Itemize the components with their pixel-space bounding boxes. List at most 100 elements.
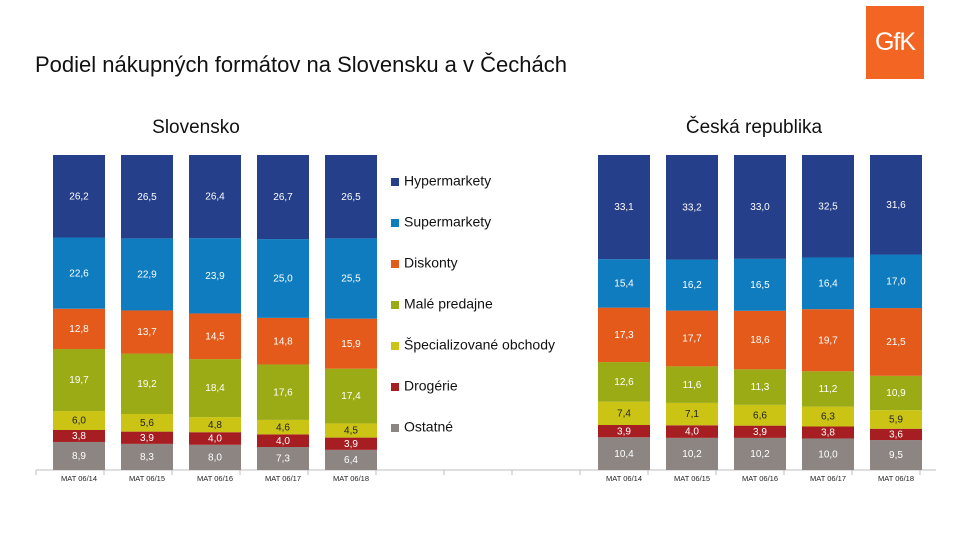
x-tick-label: MAT 06/17 bbox=[810, 474, 846, 483]
bar-segment-slovensko-specializovane-obchody bbox=[53, 411, 105, 430]
x-tick-label: MAT 06/18 bbox=[878, 474, 914, 483]
x-tick-label: MAT 06/17 bbox=[265, 474, 301, 483]
bar-segment-ceska-republika-drogerie bbox=[870, 428, 922, 441]
bar-segment-ceska-republika-male-predajne bbox=[598, 362, 650, 402]
data-label: 12,8 bbox=[69, 324, 89, 335]
x-tick-label: MAT 06/18 bbox=[333, 474, 369, 483]
bar-segment-ceska-republika-diskonty bbox=[734, 310, 786, 370]
data-label: 10,2 bbox=[682, 449, 702, 460]
bar-segment-ceska-republika-specializovane-obchody bbox=[802, 406, 854, 427]
data-label: 7,4 bbox=[617, 408, 631, 419]
data-label: 33,2 bbox=[682, 202, 702, 213]
bar-segment-ceska-republika-ostatne bbox=[666, 437, 718, 470]
data-label: 11,6 bbox=[683, 380, 702, 391]
bar-segment-slovensko-hypermarkety bbox=[121, 155, 173, 239]
data-label: 8,0 bbox=[208, 453, 222, 464]
legend-label-hypermarkety: Hypermarkety bbox=[404, 173, 491, 189]
data-label: 13,7 bbox=[137, 327, 157, 338]
bar-segment-ceska-republika-male-predajne bbox=[802, 371, 854, 407]
bar-segment-slovensko-drogerie bbox=[257, 434, 309, 448]
bar-segment-slovensko-supermarkety bbox=[189, 238, 241, 314]
data-label: 3,9 bbox=[140, 433, 154, 444]
legend-swatch-supermarkety bbox=[391, 219, 399, 227]
x-tick-label: MAT 06/15 bbox=[129, 474, 165, 483]
data-label: 11,2 bbox=[819, 384, 838, 395]
panel-title-ceska-republika: Česká republika bbox=[686, 116, 823, 138]
bar-segment-slovensko-specializovane-obchody bbox=[325, 423, 377, 438]
data-label: 6,4 bbox=[344, 455, 358, 466]
bar-segment-slovensko-diskonty bbox=[121, 310, 173, 354]
bar-segment-ceska-republika-ostatne bbox=[598, 437, 650, 470]
bar-segment-slovensko-male-predajne bbox=[189, 359, 241, 418]
data-label: 22,9 bbox=[137, 270, 157, 281]
data-label: 5,9 bbox=[889, 415, 903, 426]
data-label: 10,9 bbox=[886, 388, 906, 399]
bar-segment-slovensko-ostatne bbox=[257, 447, 309, 470]
data-label: 18,6 bbox=[750, 335, 770, 346]
bar-segment-slovensko-hypermarkety bbox=[53, 155, 105, 238]
bar-segment-ceska-republika-male-predajne bbox=[734, 369, 786, 405]
data-label: 23,9 bbox=[205, 271, 225, 282]
bar-segment-slovensko-supermarkety bbox=[325, 238, 377, 319]
bar-segment-ceska-republika-specializovane-obchody bbox=[870, 410, 922, 429]
data-label: 3,9 bbox=[344, 439, 358, 450]
legend-swatch-ostatne bbox=[391, 424, 399, 432]
bar-segment-slovensko-specializovane-obchody bbox=[257, 419, 309, 435]
data-label: 17,7 bbox=[682, 334, 702, 345]
bars-layer: 8,9 3,8 6,0 19,7 12,8 22,6 26,2 MAT 06/14 8,3 3,9… bbox=[35, 155, 922, 483]
data-label: 14,8 bbox=[273, 336, 293, 347]
legend-swatch-drogerie bbox=[391, 383, 399, 391]
bar-segment-ceska-republika-hypermarkety bbox=[870, 155, 922, 255]
bar-segment-slovensko-ostatne bbox=[121, 443, 173, 470]
data-label: 4,8 bbox=[208, 420, 222, 431]
data-label: 26,2 bbox=[69, 191, 89, 202]
data-label: 4,0 bbox=[208, 434, 222, 445]
bar-segment-slovensko-diskonty bbox=[325, 318, 377, 369]
data-label: 26,5 bbox=[341, 192, 361, 203]
data-label: 17,6 bbox=[273, 387, 293, 398]
bar-segment-slovensko-hypermarkety bbox=[257, 155, 309, 240]
legend-swatch-diskonty bbox=[391, 260, 399, 268]
legend-swatch-male-predajne bbox=[391, 301, 399, 309]
bar-segment-slovensko-drogerie bbox=[325, 437, 377, 450]
bar-segment-ceska-republika-hypermarkety bbox=[802, 155, 854, 258]
data-label: 22,6 bbox=[69, 268, 89, 279]
legend-label-supermarkety: Supermarkety bbox=[404, 214, 491, 230]
data-label: 3,9 bbox=[753, 427, 767, 438]
data-label: 25,0 bbox=[273, 274, 293, 285]
bar-segment-slovensko-diskonty bbox=[53, 308, 105, 350]
page-title: Podiel nákupných formátov na Slovensku a… bbox=[35, 52, 567, 77]
data-label: 16,5 bbox=[750, 280, 770, 291]
data-label: 7,1 bbox=[685, 409, 699, 420]
bar-segment-ceska-republika-supermarkety bbox=[598, 259, 650, 308]
bar-segment-ceska-republika-diskonty bbox=[598, 307, 650, 363]
panel-title-slovensko: Slovensko bbox=[152, 117, 240, 138]
x-tick-label: MAT 06/16 bbox=[742, 474, 778, 483]
bar-segment-ceska-republika-supermarkety bbox=[870, 254, 922, 309]
data-label: 4,0 bbox=[276, 436, 290, 447]
legend-swatch-specializovane-obchody bbox=[391, 342, 399, 350]
data-label: 3,8 bbox=[821, 428, 835, 439]
bar-segment-ceska-republika-diskonty bbox=[870, 308, 922, 376]
bar-segment-slovensko-diskonty bbox=[257, 317, 309, 365]
bar-segment-ceska-republika-specializovane-obchody bbox=[734, 404, 786, 426]
data-label: 26,7 bbox=[273, 192, 293, 203]
gfk-logo: GfK bbox=[866, 6, 924, 79]
bar-segment-slovensko-drogerie bbox=[53, 429, 105, 442]
legend-label-diskonty: Diskonty bbox=[404, 255, 458, 271]
bar-segment-ceska-republika-specializovane-obchody bbox=[666, 402, 718, 426]
legend-label-ostatne: Ostatné bbox=[404, 419, 453, 435]
bar-segment-ceska-republika-supermarkety bbox=[666, 259, 718, 311]
bar-segment-ceska-republika-hypermarkety bbox=[598, 155, 650, 260]
data-label: 33,0 bbox=[750, 202, 770, 213]
data-label: 4,6 bbox=[276, 422, 290, 433]
data-label: 7,3 bbox=[276, 454, 290, 465]
bar-segment-slovensko-drogerie bbox=[121, 431, 173, 444]
bar-segment-slovensko-hypermarkety bbox=[189, 155, 241, 239]
data-label: 32,5 bbox=[818, 201, 838, 212]
legend-label-drogerie: Drogérie bbox=[404, 378, 458, 394]
x-tick-label: MAT 06/15 bbox=[674, 474, 710, 483]
data-label: 15,9 bbox=[341, 339, 361, 350]
bar-segment-slovensko-male-predajne bbox=[325, 368, 377, 424]
